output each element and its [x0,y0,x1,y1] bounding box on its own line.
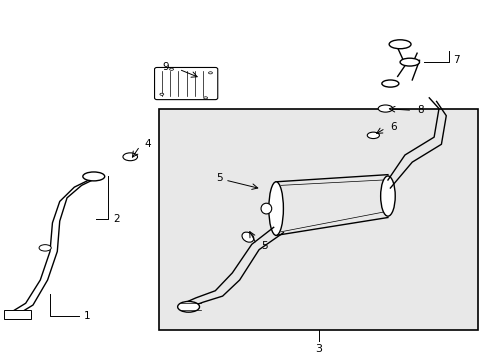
Ellipse shape [160,93,163,95]
Text: 2: 2 [113,214,120,224]
Ellipse shape [208,72,212,74]
Ellipse shape [381,80,398,87]
Ellipse shape [366,132,379,139]
Text: 3: 3 [314,344,322,354]
Ellipse shape [268,182,283,235]
Text: 9: 9 [162,63,169,72]
Ellipse shape [380,176,394,216]
FancyBboxPatch shape [154,67,217,100]
Ellipse shape [261,203,271,214]
Text: 1: 1 [84,311,90,321]
Ellipse shape [377,105,392,112]
Text: 5: 5 [261,241,267,251]
Text: 6: 6 [389,122,396,132]
Bar [4,310,30,319]
Ellipse shape [203,97,207,99]
Ellipse shape [122,153,137,161]
Text: 7: 7 [453,55,459,65]
Text: 8: 8 [416,105,423,115]
Ellipse shape [399,58,419,66]
Text: 5: 5 [216,173,222,183]
Ellipse shape [177,301,199,312]
Ellipse shape [169,68,173,70]
Ellipse shape [388,40,410,49]
Ellipse shape [242,232,253,242]
Bar [159,109,477,330]
Ellipse shape [39,245,51,251]
Text: 4: 4 [144,139,151,149]
Ellipse shape [82,172,104,181]
